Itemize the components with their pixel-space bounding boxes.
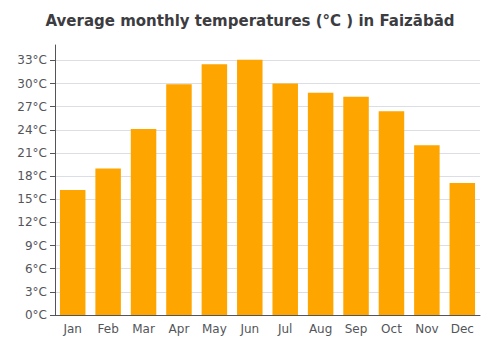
svg-text:6°C: 6°C xyxy=(25,262,47,276)
svg-text:9°C: 9°C xyxy=(25,239,47,253)
svg-text:3°C: 3°C xyxy=(25,285,47,299)
svg-text:Mar: Mar xyxy=(132,322,155,336)
svg-text:Apr: Apr xyxy=(169,322,190,336)
svg-text:Feb: Feb xyxy=(98,322,119,336)
svg-text:12°C: 12°C xyxy=(17,215,47,229)
svg-text:18°C: 18°C xyxy=(17,169,47,183)
svg-text:Aug: Aug xyxy=(309,322,332,336)
svg-text:Average monthly temperatures (: Average monthly temperatures (°C ) in Fa… xyxy=(45,12,454,30)
svg-text:27°C: 27°C xyxy=(17,100,47,114)
svg-text:Jul: Jul xyxy=(277,322,292,336)
svg-text:Jan: Jan xyxy=(62,322,82,336)
svg-text:Oct: Oct xyxy=(381,322,402,336)
svg-text:0°C: 0°C xyxy=(25,308,47,322)
svg-text:30°C: 30°C xyxy=(17,77,47,91)
svg-text:Sep: Sep xyxy=(345,322,368,336)
svg-text:24°C: 24°C xyxy=(17,123,47,137)
svg-text:15°C: 15°C xyxy=(17,192,47,206)
svg-text:Dec: Dec xyxy=(451,322,474,336)
svg-text:Jun: Jun xyxy=(239,322,259,336)
svg-text:Nov: Nov xyxy=(415,322,438,336)
svg-text:21°C: 21°C xyxy=(17,146,47,160)
svg-text:May: May xyxy=(202,322,227,336)
svg-text:33°C: 33°C xyxy=(17,53,47,67)
